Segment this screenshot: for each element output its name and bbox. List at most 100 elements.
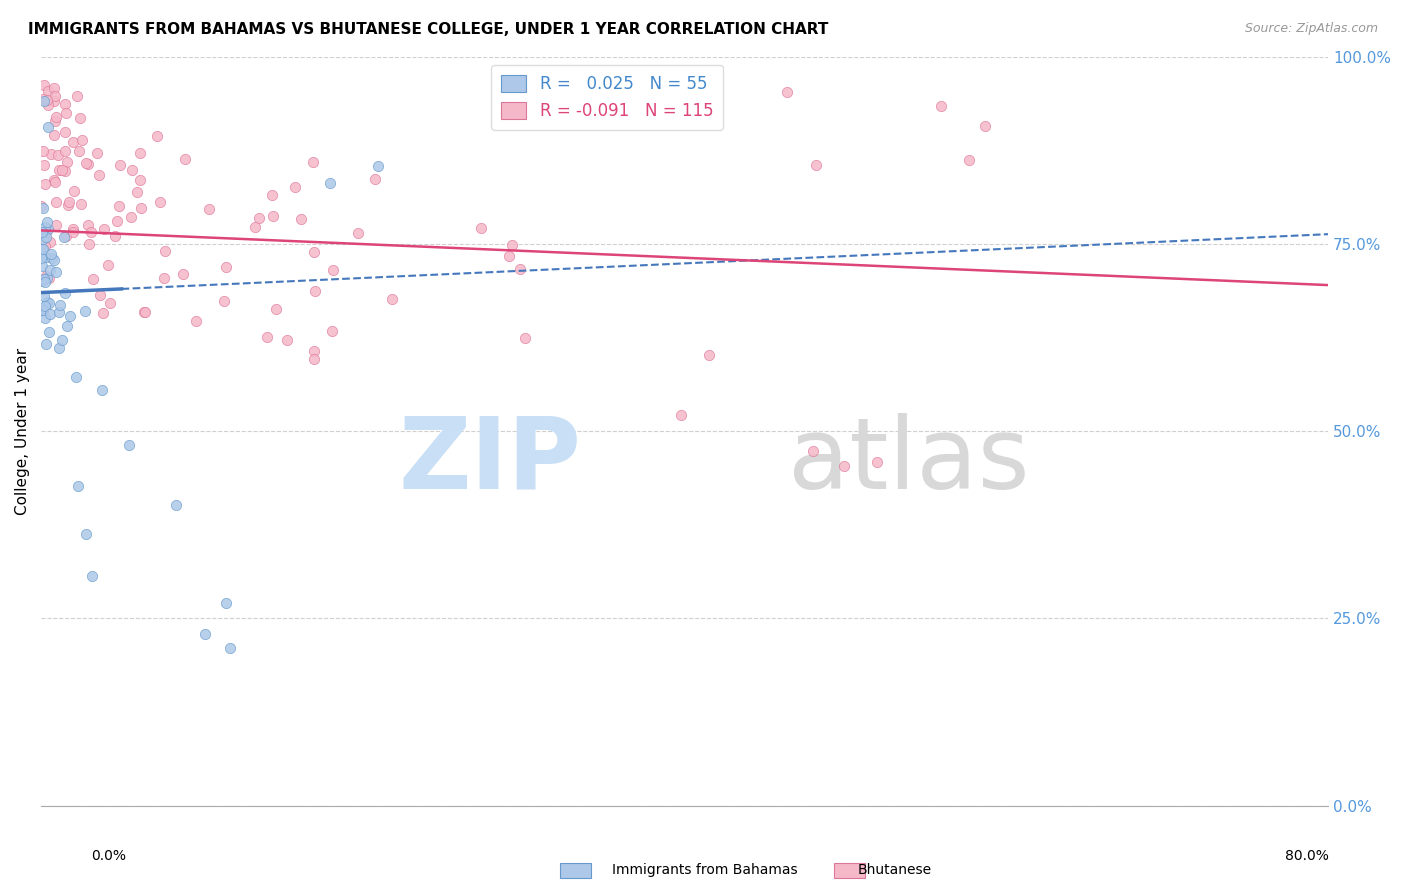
Point xyxy=(37,221,59,235)
Point xyxy=(63,184,86,198)
Point xyxy=(35,271,58,285)
Point xyxy=(53,285,76,300)
Point xyxy=(77,157,100,171)
Point xyxy=(929,99,952,113)
Point xyxy=(31,274,53,288)
Point xyxy=(69,111,91,125)
Point xyxy=(34,220,56,235)
Point xyxy=(215,596,238,610)
Point xyxy=(697,348,720,362)
Point xyxy=(32,92,55,106)
Point xyxy=(87,168,110,182)
Point xyxy=(37,120,59,134)
Point xyxy=(38,296,60,310)
Point xyxy=(35,294,58,309)
Point xyxy=(194,627,217,641)
Point xyxy=(34,311,56,326)
Point xyxy=(219,641,242,656)
Point xyxy=(35,269,58,284)
Point xyxy=(44,81,66,95)
Point xyxy=(45,110,67,124)
Point xyxy=(284,180,307,194)
Point xyxy=(32,158,55,172)
Point xyxy=(32,94,55,108)
Point xyxy=(44,113,66,128)
Point xyxy=(59,309,82,323)
Point xyxy=(31,242,53,256)
Point xyxy=(974,120,997,134)
Point xyxy=(35,251,58,265)
Point xyxy=(35,230,58,244)
Point xyxy=(53,164,76,178)
Point xyxy=(66,88,89,103)
Point xyxy=(32,271,55,285)
Point xyxy=(31,144,53,158)
Point xyxy=(669,409,692,423)
Point xyxy=(243,220,266,235)
Point xyxy=(38,235,60,249)
Point xyxy=(153,244,176,259)
Point xyxy=(35,336,58,351)
Point xyxy=(498,249,520,263)
Point xyxy=(262,209,284,223)
Point xyxy=(77,236,100,251)
Point xyxy=(804,158,827,172)
Point xyxy=(264,302,287,317)
Point xyxy=(69,197,91,211)
Text: IMMIGRANTS FROM BAHAMAS VS BHUTANESE COLLEGE, UNDER 1 YEAR CORRELATION CHART: IMMIGRANTS FROM BAHAMAS VS BHUTANESE COL… xyxy=(28,22,828,37)
Point xyxy=(129,201,152,215)
Point xyxy=(215,260,238,275)
Point xyxy=(75,526,97,541)
Point xyxy=(347,226,370,240)
Point xyxy=(321,324,343,338)
Point xyxy=(149,195,172,210)
Text: 0.0%: 0.0% xyxy=(91,849,127,863)
Point xyxy=(37,98,59,112)
Point xyxy=(801,444,824,458)
Legend: R =   0.025   N = 55, R = -0.091   N = 115: R = 0.025 N = 55, R = -0.091 N = 115 xyxy=(492,65,723,129)
Text: ZIP: ZIP xyxy=(399,413,582,509)
Point xyxy=(276,334,298,348)
Y-axis label: College, Under 1 year: College, Under 1 year xyxy=(15,348,30,515)
Point xyxy=(120,210,142,224)
Point xyxy=(55,319,77,334)
Point xyxy=(32,303,55,318)
Point xyxy=(37,84,59,98)
Point xyxy=(32,78,55,92)
Point xyxy=(37,215,59,229)
Point xyxy=(75,156,97,170)
Point xyxy=(38,307,60,321)
Text: Bhutanese: Bhutanese xyxy=(858,863,932,877)
Point xyxy=(470,220,492,235)
Point xyxy=(129,145,152,160)
Point xyxy=(260,188,283,202)
Point xyxy=(145,129,167,144)
Point xyxy=(39,263,62,277)
Point xyxy=(304,284,326,298)
Point xyxy=(165,498,187,512)
Point xyxy=(197,202,219,217)
Point xyxy=(42,172,65,186)
Point xyxy=(53,229,76,244)
Point xyxy=(44,218,66,232)
Point xyxy=(51,333,73,347)
Point xyxy=(173,152,195,166)
Point xyxy=(42,128,65,143)
Point xyxy=(42,94,65,108)
Point xyxy=(515,331,537,345)
Point xyxy=(35,93,58,107)
Point xyxy=(214,294,236,309)
Point xyxy=(501,238,523,252)
Point xyxy=(44,175,66,189)
Point xyxy=(38,325,60,339)
Point xyxy=(105,214,128,228)
Point xyxy=(89,288,111,302)
Text: Source: ZipAtlas.com: Source: ZipAtlas.com xyxy=(1244,22,1378,36)
Point xyxy=(31,225,53,239)
Point xyxy=(509,262,531,277)
Point xyxy=(247,211,270,225)
Point xyxy=(53,97,76,112)
Point xyxy=(48,341,70,355)
Point xyxy=(302,344,325,359)
Point xyxy=(302,244,325,259)
